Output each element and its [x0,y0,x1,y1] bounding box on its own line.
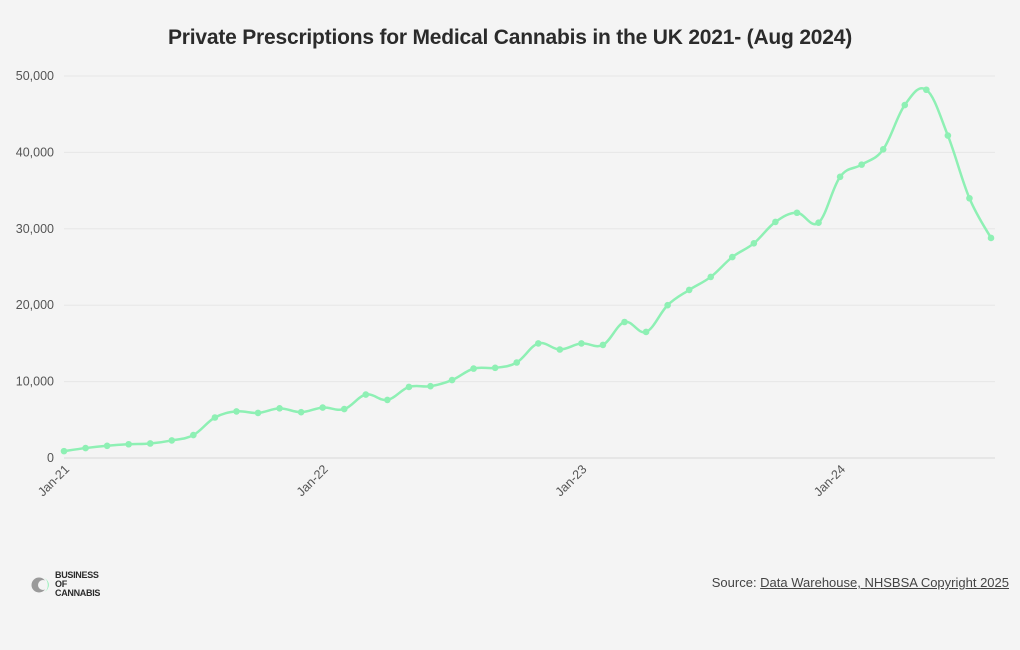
data-point[interactable]: Oct-22: 12500 [513,359,521,366]
data-point[interactable]: Oct-23: 30900 [772,218,779,226]
x-tick-label: Jan-22 [294,462,331,499]
data-point[interactable]: Jan-24: 36800 [836,173,844,181]
data-point[interactable]: Nov-22: 15000 [534,340,542,347]
data-point[interactable]: Apr-24: 46200 [901,101,909,109]
data-point[interactable]: Mar-24: 40400 [879,146,887,153]
data-point[interactable]: Jun-21: 2300 [168,437,176,444]
data-point[interactable]: Dec-22: 14200 [556,346,564,353]
data-point[interactable]: Apr-23: 16500 [642,328,650,336]
series-group: Jan-21: 900 Feb-21: 1300 Mar-21: 1600 Apr-2… [60,86,995,455]
source-note: Source: Data Warehouse, NHSBSA Copyright… [712,575,1009,590]
data-point[interactable]: Feb-22: 6400 [340,405,348,413]
data-point[interactable]: May-22: 9300 [405,383,413,391]
data-point[interactable]: Oct-21: 5900 [254,409,262,417]
source-link[interactable]: Data Warehouse, NHSBSA Copyright 2025 [760,575,1009,590]
logo-line-1: BUSINESS [55,570,99,580]
data-point[interactable]: Aug-21: 5300 [211,414,219,421]
data-point[interactable]: Sep-21: 6100 [233,408,240,415]
y-tick-label: 50,000 [16,69,54,83]
data-point[interactable]: Aug-24: 28800 [987,234,995,242]
data-point[interactable]: May-23: 20000 [664,301,671,309]
data-point[interactable]: Mar-22: 8300 [362,391,370,398]
data-point[interactable]: Jun-22: 9400 [427,382,434,390]
data-point[interactable]: May-24: 48200 [923,86,930,94]
data-point[interactable]: Jul-23: 23700 [707,273,715,281]
data-point[interactable]: Feb-23: 14800 [599,341,607,349]
logo-icon [31,577,49,592]
data-point[interactable]: Mar-23: 17800 [621,318,628,326]
x-tick-label: Jan-23 [553,462,590,499]
source-prefix: Source: [711,575,761,590]
data-point[interactable]: Dec-23: 30800 [815,219,822,226]
data-point[interactable]: Apr-22: 7600 [384,396,391,404]
data-point[interactable]: Feb-24: 38400 [858,161,865,168]
chart-title: Private Prescriptions for Medical Cannab… [167,26,853,49]
data-point[interactable]: Aug-22: 11700 [470,365,477,372]
y-tick-label: 40,000 [16,145,54,159]
logo-line-2: OF CANNABIS [55,579,101,598]
series-line [63,87,993,453]
y-tick-label: 0 [47,451,54,465]
data-point[interactable]: Dec-21: 6000 [297,408,305,416]
data-point[interactable]: Sep-23: 28100 [750,240,758,247]
data-point[interactable]: Jul-21: 3000 [190,431,197,439]
x-tick-label: Jan-24 [811,462,848,499]
y-tick-label: 30,000 [16,222,54,236]
data-point[interactable]: Jan-22: 6600 [319,404,326,411]
data-point[interactable]: Jun-24: 42200 [944,132,952,139]
grid-lines [64,75,995,459]
data-point[interactable]: Nov-23: 32100 [793,209,801,217]
y-tick-label: 20,000 [16,298,54,312]
y-axis-ticks: 0 10,000 20,000 30,000 40,000 50,000 [16,69,54,465]
data-point[interactable]: Nov-21: 6500 [276,405,283,412]
data-point[interactable]: Sep-22: 11800 [491,364,499,372]
data-point[interactable]: May-21: 1900 [146,440,154,447]
data-point[interactable]: Jun-23: 22000 [685,286,693,294]
x-tick-label: Jan-21 [35,462,72,499]
data-point[interactable]: Jul-24: 34000 [966,194,973,202]
y-tick-label: 10,000 [16,375,54,389]
data-point[interactable]: Jul-22: 10200 [448,376,456,384]
business-of-cannabis-logo: BUSINESS OF CANNABIS [30,571,105,598]
data-point[interactable]: Aug-23: 26300 [729,253,736,261]
data-point[interactable]: Jan-23: 15000 [578,340,585,347]
data-point[interactable]: Feb-21: 1300 [82,444,89,452]
x-axis-ticks: Jan-21 Jan-22 Jan-23 Jan-24 [35,462,848,499]
data-point[interactable]: Jan-21: 900 [60,447,68,455]
data-point[interactable]: Apr-21: 1800 [125,440,132,448]
logo-text: BUSINESS OF CANNABIS [55,571,105,598]
data-point[interactable]: Mar-21: 1600 [103,442,111,450]
